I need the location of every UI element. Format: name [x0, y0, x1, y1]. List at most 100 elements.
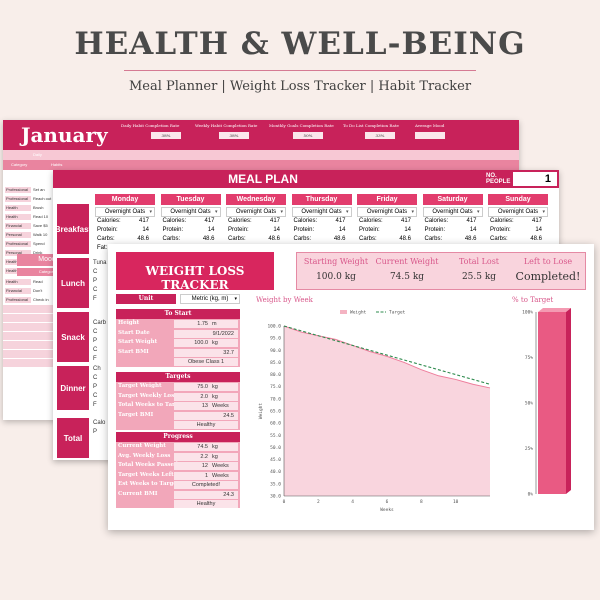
stat-daily: Daily Habit Completion Rate 38% [121, 123, 181, 139]
pct-tick-label: 50% [525, 401, 533, 407]
stat-unit: kg [212, 393, 218, 400]
stat-value: 9/1/2022 [212, 330, 234, 337]
meal-cell: Calo [93, 420, 106, 426]
unit-select[interactable]: Metric (kg, m) [180, 294, 240, 304]
y-tick-label: 80.0 [270, 372, 281, 378]
people-count[interactable]: 1 [513, 172, 557, 186]
habit-row: Professional Reach out [3, 195, 91, 203]
x-tick-label: 10 [453, 499, 459, 505]
stat-row: Target Weekly Lose 2.0 kg [116, 392, 240, 401]
to-start-header: To Start [116, 309, 240, 319]
nutrient-row: Protein: 14 [292, 226, 352, 235]
empty-habit-row [3, 341, 91, 349]
meal-cell: C [93, 329, 98, 335]
row-lunch: Lunch [57, 258, 89, 308]
habit-row: Financial Don't [3, 287, 91, 295]
nutrient-value: 48.6 [464, 236, 477, 242]
nutrient-row: Calories: 417 [423, 217, 483, 226]
stat-label: Total Weeks to Target [118, 402, 185, 408]
stat-weekly: Weekly Habit Completion Rate 38% [195, 123, 258, 139]
nutrient-row: Calories: 417 [95, 217, 155, 226]
habit-row: Financial Save $5 [3, 222, 91, 230]
stat-row: Height 1.75 m [116, 319, 240, 328]
nutrient-label: Protein: [424, 227, 446, 233]
meal-select[interactable]: Overnight Oats [422, 207, 483, 217]
meal-select[interactable]: Overnight Oats [488, 207, 548, 217]
nutrient-value: 417 [531, 218, 542, 224]
nutrient-value: 48.6 [530, 236, 542, 242]
meal-cell: C [93, 393, 98, 399]
to-start-block: Height 1.75 m Start Date 9/1/2022 Start Weigh… [116, 319, 240, 367]
habit-row: Health Brush [3, 204, 91, 212]
habit-category: Personal [5, 232, 31, 238]
nutrient-value: 417 [269, 218, 280, 224]
stat-value-box: 9/1/2022 [174, 329, 238, 338]
nutrient-label: Calories: [359, 218, 383, 224]
summary-lost: Total Lost 25.5 kg [458, 257, 500, 282]
stat-value-box: 75.0 kg [174, 383, 238, 391]
stat-value-box: 12 Weeks [174, 462, 238, 470]
stat-row: Start BMI 32.7 [116, 348, 240, 357]
habit-category: Professional [5, 187, 31, 193]
x-tick-label: 2 [317, 499, 320, 505]
stat-row: Current BMI 24.3 [116, 490, 240, 499]
stat-value-box: Completed! [174, 481, 238, 489]
habit-name: Don't [33, 288, 43, 293]
nutrient-row: Protein: 14 [423, 226, 483, 235]
meal-select[interactable]: Overnight Oats [226, 207, 286, 217]
nutrient-row: Protein: 14 [226, 226, 286, 235]
stat-category: Healthy [196, 501, 216, 507]
stat-value-box: 32.7 [174, 348, 238, 357]
stat-label: Avg. Weekly Loss [118, 452, 171, 459]
nutrient-label: Carbs: [424, 236, 443, 242]
x-tick-label: 0 [283, 499, 286, 505]
habit-name: Save $5 [33, 223, 48, 228]
stat-row: Total Weeks Passed 12 Weeks [116, 461, 240, 470]
stat-row: Start Date 9/1/2022 [116, 329, 240, 338]
day-name: Sunday [488, 194, 548, 205]
meal-select[interactable]: Overnight Oats [357, 207, 417, 217]
meal-select[interactable]: Overnight Oats [160, 207, 221, 217]
meal-plan-header: MEAL PLAN NO. PEOPLE 1 [53, 170, 559, 188]
nutrient-row: Carbs: 48.6 [423, 235, 483, 244]
empty-habit-row [3, 305, 91, 313]
summary-panel: Starting Weight 100.0 kg Current Weight … [296, 252, 586, 290]
meal-select[interactable]: Overnight Oats [291, 207, 352, 217]
stat-row: Avg. Weekly Loss 2.2 kg [116, 452, 240, 461]
y-tick-label: 55.0 [270, 433, 281, 439]
y-tick-label: 45.0 [270, 457, 281, 463]
nutrient-row: Calories: 417 [357, 217, 417, 226]
meal-select[interactable]: Overnight Oats [95, 207, 155, 217]
nutrient-row: Protein: 14 [95, 226, 155, 235]
habit-name: Read 10 [33, 214, 49, 219]
stat-label: Target BMI [118, 411, 154, 418]
meal-cell: P [93, 384, 98, 390]
nutrient-row: Calories: 417 [226, 217, 286, 226]
nutrient-row: Carbs: 48.6 [226, 235, 286, 244]
tracker-title: WEIGHT LOSS TRACKER [145, 264, 245, 292]
stat-unit: Weeks [212, 472, 229, 479]
nutrient-value: 14 [142, 227, 149, 233]
habit-category: Health [5, 205, 31, 211]
stat-label: Target Weeks Left [118, 471, 174, 478]
meal-cell: C [93, 269, 98, 275]
stat-unit: kg [212, 340, 218, 346]
pct-bar-top [538, 308, 571, 312]
meal-cell: F [93, 402, 97, 408]
progress-header: Progress [116, 432, 240, 442]
nutrient-label: Carbs: [97, 236, 115, 242]
habit-row: Professional Spend [3, 240, 91, 248]
stat-value-box: 74.5 kg [174, 443, 238, 451]
row-breakfast: Breakfast [55, 204, 91, 254]
nutrient-value: 417 [204, 218, 215, 224]
nutrient-row: Carbs: 48.6 [357, 235, 417, 244]
empty-habit-row [3, 350, 91, 358]
empty-habit-row [3, 314, 91, 322]
stat-row: Healthy [116, 499, 240, 508]
stat-category: Healthy [196, 422, 216, 428]
stat-value: 1 [204, 472, 208, 479]
y-tick-label: 95.0 [270, 336, 281, 342]
habit-category: Health [5, 279, 31, 285]
nutrient-value: 14 [338, 227, 346, 233]
stat-row: Obese Class 1 [116, 357, 240, 366]
